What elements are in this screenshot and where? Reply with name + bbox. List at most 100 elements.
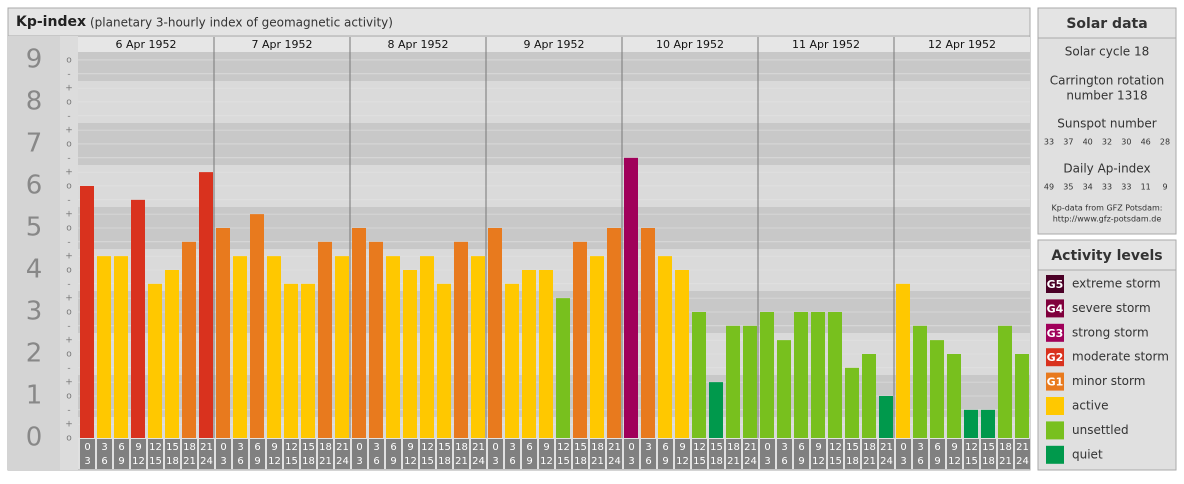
hour-box	[981, 439, 996, 469]
sunspots-value: 32	[1102, 138, 1112, 147]
sunspots-value: 40	[1083, 138, 1093, 147]
hour-box	[913, 439, 928, 469]
hour-box	[335, 439, 350, 469]
legend-badge: G3	[1047, 327, 1064, 340]
hour-label: 6	[118, 442, 124, 453]
y-major-label: 4	[26, 254, 43, 284]
hour-box	[947, 439, 962, 469]
sunspots-value: 46	[1141, 138, 1151, 147]
hour-label: 3	[101, 442, 107, 453]
bar	[216, 227, 230, 438]
bar	[437, 283, 451, 438]
bar	[403, 269, 417, 438]
hour-box	[845, 439, 860, 469]
title-bar	[7, 7, 1031, 37]
bar	[284, 283, 298, 438]
day-label: 8 Apr 1952	[387, 38, 448, 51]
bar	[913, 325, 927, 438]
y-major-label: 8	[26, 86, 43, 116]
hour-label: 24	[200, 456, 213, 467]
hour-box	[267, 439, 282, 469]
hour-label: 21	[336, 442, 349, 453]
hour-label: 18	[166, 456, 179, 467]
legend-badge: G1	[1047, 376, 1064, 389]
hour-box	[488, 439, 503, 469]
hour-label: 15	[693, 456, 706, 467]
legend-badge: G5	[1047, 278, 1064, 291]
legend-label: strong storm	[1072, 325, 1149, 339]
bar	[199, 172, 213, 438]
hour-label: 3	[781, 442, 787, 453]
hour-label: 21	[183, 456, 196, 467]
y-tick-label: +	[65, 84, 73, 94]
legend-badge: G4	[1047, 302, 1064, 315]
hour-label: 3	[645, 442, 651, 453]
legend-swatch	[1046, 323, 1064, 342]
hour-label: 12	[829, 442, 842, 453]
y-major-label: 9	[26, 44, 43, 74]
y-tick-label: -	[67, 153, 70, 163]
bar	[726, 325, 740, 438]
hour-label: 3	[764, 456, 770, 467]
y-tick-label: +	[65, 126, 73, 136]
hour-label: 24	[744, 456, 757, 467]
y-tick-label: o	[66, 181, 72, 191]
hour-box	[590, 439, 605, 469]
bar	[352, 227, 366, 438]
hour-label: 9	[934, 456, 940, 467]
y-tick-label: -	[67, 363, 70, 373]
bar	[862, 353, 876, 438]
hour-box	[250, 439, 265, 469]
hour-label: 0	[628, 442, 634, 453]
hour-label: 15	[574, 442, 587, 453]
ap-value: 9	[1162, 183, 1167, 192]
hour-label: 3	[492, 456, 498, 467]
hour-box	[284, 439, 299, 469]
hour-label: 12	[693, 442, 706, 453]
hour-box	[692, 439, 707, 469]
legend-swatch	[1046, 275, 1064, 293]
hour-label: 21	[727, 456, 740, 467]
bar	[709, 382, 723, 438]
y-tick-label: -	[67, 111, 70, 121]
hour-box	[522, 439, 537, 469]
sunspots-value: 37	[1063, 138, 1073, 147]
hour-label: 12	[812, 456, 825, 467]
hour-box	[862, 439, 877, 469]
hour-label: 24	[880, 456, 893, 467]
hour-label: 3	[900, 456, 906, 467]
hour-label: 6	[781, 456, 787, 467]
y-tick-label: o	[66, 265, 72, 275]
hour-label: 24	[1016, 456, 1029, 467]
bar	[845, 367, 859, 438]
hour-label: 9	[390, 456, 396, 467]
legend-swatch	[1046, 299, 1064, 318]
bar	[658, 256, 672, 438]
bar	[539, 269, 553, 438]
hour-box	[386, 439, 401, 469]
bar	[930, 340, 944, 438]
hour-box	[148, 439, 163, 469]
hour-box	[879, 439, 894, 469]
hour-label: 6	[798, 442, 804, 453]
bar	[420, 256, 434, 438]
hour-label: 18	[710, 456, 723, 467]
hour-box	[420, 439, 435, 469]
bar	[369, 241, 383, 438]
hour-label: 21	[200, 442, 213, 453]
hour-box	[131, 439, 146, 469]
hour-box	[964, 439, 979, 469]
bar	[624, 157, 638, 438]
legend-label: moderate storm	[1072, 350, 1169, 364]
hour-label: 9	[798, 456, 804, 467]
hour-label: 0	[492, 442, 498, 453]
ap-title: Daily Ap-index	[1063, 162, 1150, 176]
hour-label: 6	[373, 456, 379, 467]
bar	[828, 311, 842, 438]
hour-box	[896, 439, 911, 469]
hour-label: 18	[183, 442, 196, 453]
solar-cycle: Solar cycle 18	[1065, 45, 1150, 59]
bar	[590, 256, 604, 438]
hour-label: 6	[934, 442, 940, 453]
